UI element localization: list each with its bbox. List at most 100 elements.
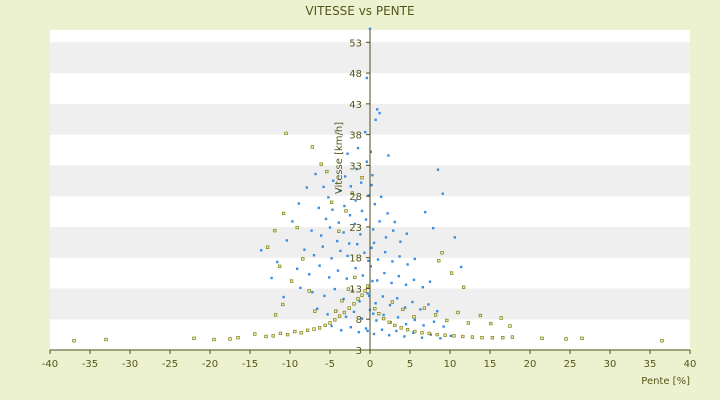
data-point bbox=[326, 313, 329, 316]
y-tick-label: 43 bbox=[349, 100, 362, 111]
data-point bbox=[370, 246, 373, 250]
data-point bbox=[412, 315, 416, 319]
x-tick-label: -15 bbox=[242, 359, 258, 370]
data-point bbox=[393, 220, 396, 224]
data-point bbox=[370, 183, 373, 187]
data-point bbox=[346, 254, 349, 258]
data-point bbox=[452, 334, 456, 338]
data-point bbox=[308, 273, 311, 276]
chart-title: VITESSE vs PENTE bbox=[305, 4, 414, 18]
data-point bbox=[265, 245, 270, 249]
data-point bbox=[399, 326, 403, 330]
data-point bbox=[360, 181, 363, 184]
data-point bbox=[311, 290, 314, 294]
data-point bbox=[363, 289, 367, 293]
data-point bbox=[352, 310, 356, 314]
data-point bbox=[443, 333, 447, 337]
x-tick-label: 30 bbox=[604, 359, 617, 370]
data-point bbox=[346, 287, 351, 291]
data-point bbox=[297, 202, 300, 205]
data-point bbox=[320, 234, 323, 237]
data-point bbox=[340, 329, 343, 332]
data-point bbox=[349, 326, 352, 329]
data-point bbox=[343, 204, 346, 208]
data-point bbox=[372, 228, 375, 231]
y-tick-label: 3 bbox=[356, 346, 362, 357]
data-point bbox=[390, 300, 395, 304]
data-point bbox=[387, 154, 390, 157]
data-point bbox=[406, 263, 409, 266]
data-point bbox=[422, 306, 427, 310]
data-point bbox=[466, 321, 471, 325]
data-point bbox=[296, 267, 299, 270]
data-point bbox=[253, 332, 257, 336]
data-point bbox=[412, 278, 416, 282]
data-point bbox=[345, 277, 348, 280]
data-point bbox=[376, 279, 379, 282]
data-point bbox=[307, 289, 311, 293]
data-point bbox=[369, 150, 372, 154]
y-tick-label: 33 bbox=[349, 161, 362, 172]
data-point bbox=[282, 295, 285, 299]
data-point bbox=[310, 229, 313, 232]
data-point bbox=[422, 324, 425, 327]
data-point bbox=[312, 254, 316, 257]
data-point bbox=[356, 242, 359, 246]
data-point bbox=[403, 335, 406, 338]
data-point bbox=[436, 310, 439, 313]
data-point bbox=[391, 260, 394, 263]
data-point bbox=[228, 337, 232, 341]
x-tick-label: -5 bbox=[325, 359, 335, 370]
data-point bbox=[360, 209, 364, 213]
data-point bbox=[72, 339, 76, 343]
data-point bbox=[405, 232, 408, 235]
data-point bbox=[580, 336, 584, 340]
data-point bbox=[305, 186, 308, 189]
data-point bbox=[489, 321, 493, 326]
data-point bbox=[353, 222, 356, 226]
x-tick-label: -20 bbox=[202, 359, 218, 370]
y-axis-label: Vitesse [km/h] bbox=[334, 122, 345, 194]
y-tick-label: 38 bbox=[349, 131, 362, 142]
data-point bbox=[453, 236, 456, 239]
data-point bbox=[348, 242, 351, 245]
data-point bbox=[367, 194, 370, 197]
x-tick-label: -30 bbox=[122, 359, 138, 370]
data-point bbox=[427, 303, 430, 306]
data-point bbox=[470, 335, 475, 339]
data-point bbox=[413, 329, 417, 334]
data-point bbox=[364, 130, 367, 134]
data-point bbox=[344, 209, 348, 213]
x-tick-label: 20 bbox=[524, 359, 537, 370]
data-point bbox=[328, 226, 332, 229]
data-point bbox=[319, 162, 323, 166]
data-point bbox=[354, 266, 357, 270]
data-point bbox=[386, 212, 389, 215]
data-point bbox=[395, 329, 398, 333]
y-tick-label: 53 bbox=[349, 38, 362, 49]
y-tick-label: 28 bbox=[349, 192, 362, 203]
data-point bbox=[285, 239, 288, 242]
data-point bbox=[314, 172, 317, 176]
data-point bbox=[333, 309, 338, 313]
y-tick-label: 18 bbox=[349, 254, 362, 265]
data-point bbox=[378, 111, 381, 115]
x-tick-label: -40 bbox=[42, 359, 58, 370]
data-point bbox=[313, 309, 317, 313]
data-point bbox=[281, 302, 285, 307]
data-point bbox=[285, 332, 290, 337]
data-point bbox=[354, 199, 357, 202]
data-point bbox=[321, 245, 324, 248]
data-point bbox=[499, 316, 503, 320]
data-point bbox=[461, 285, 466, 289]
data-point bbox=[330, 257, 333, 260]
data-point bbox=[368, 27, 372, 30]
data-point bbox=[328, 321, 332, 325]
x-tick-label: -35 bbox=[82, 359, 98, 370]
data-point bbox=[348, 214, 352, 217]
data-point bbox=[336, 239, 339, 243]
data-point bbox=[376, 258, 380, 261]
data-point bbox=[271, 334, 275, 338]
data-point bbox=[365, 76, 368, 80]
data-point bbox=[371, 279, 374, 283]
